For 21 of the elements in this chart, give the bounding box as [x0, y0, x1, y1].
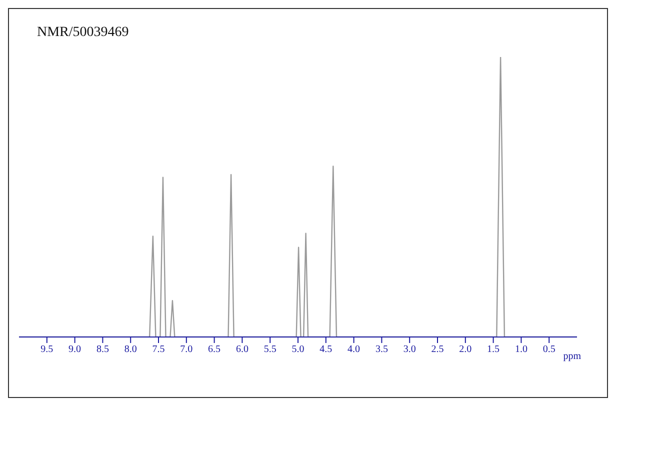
x-tick-label: 7.0	[180, 344, 193, 356]
x-tick-label: 3.5	[375, 344, 388, 356]
x-tick-label: 7.5	[152, 344, 165, 356]
x-tick-label: 4.0	[348, 344, 360, 356]
x-tick-label: 2.0	[459, 344, 472, 356]
x-tick-label: 0.5	[542, 344, 556, 356]
x-tick-label: 9.0	[68, 344, 82, 356]
x-tick-label: 3.0	[403, 344, 416, 356]
x-tick-label: 2.5	[431, 344, 444, 356]
x-tick-label: 4.5	[320, 344, 332, 356]
x-tick-label: 1.5	[487, 344, 500, 356]
x-tick-label: 8.0	[124, 344, 137, 356]
x-axis-title: ppm	[563, 351, 582, 362]
x-tick-label: 6.5	[208, 344, 221, 356]
x-tick-label: 1.0	[514, 344, 528, 356]
x-tick-label: 5.5	[264, 344, 276, 356]
x-tick-label: 8.5	[96, 344, 109, 356]
x-tick-label: 6.0	[236, 344, 248, 356]
x-tick-label: 9.5	[40, 344, 54, 356]
x-tick-label: 5.0	[292, 344, 304, 356]
chart-title: NMR/50039469	[37, 25, 129, 41]
